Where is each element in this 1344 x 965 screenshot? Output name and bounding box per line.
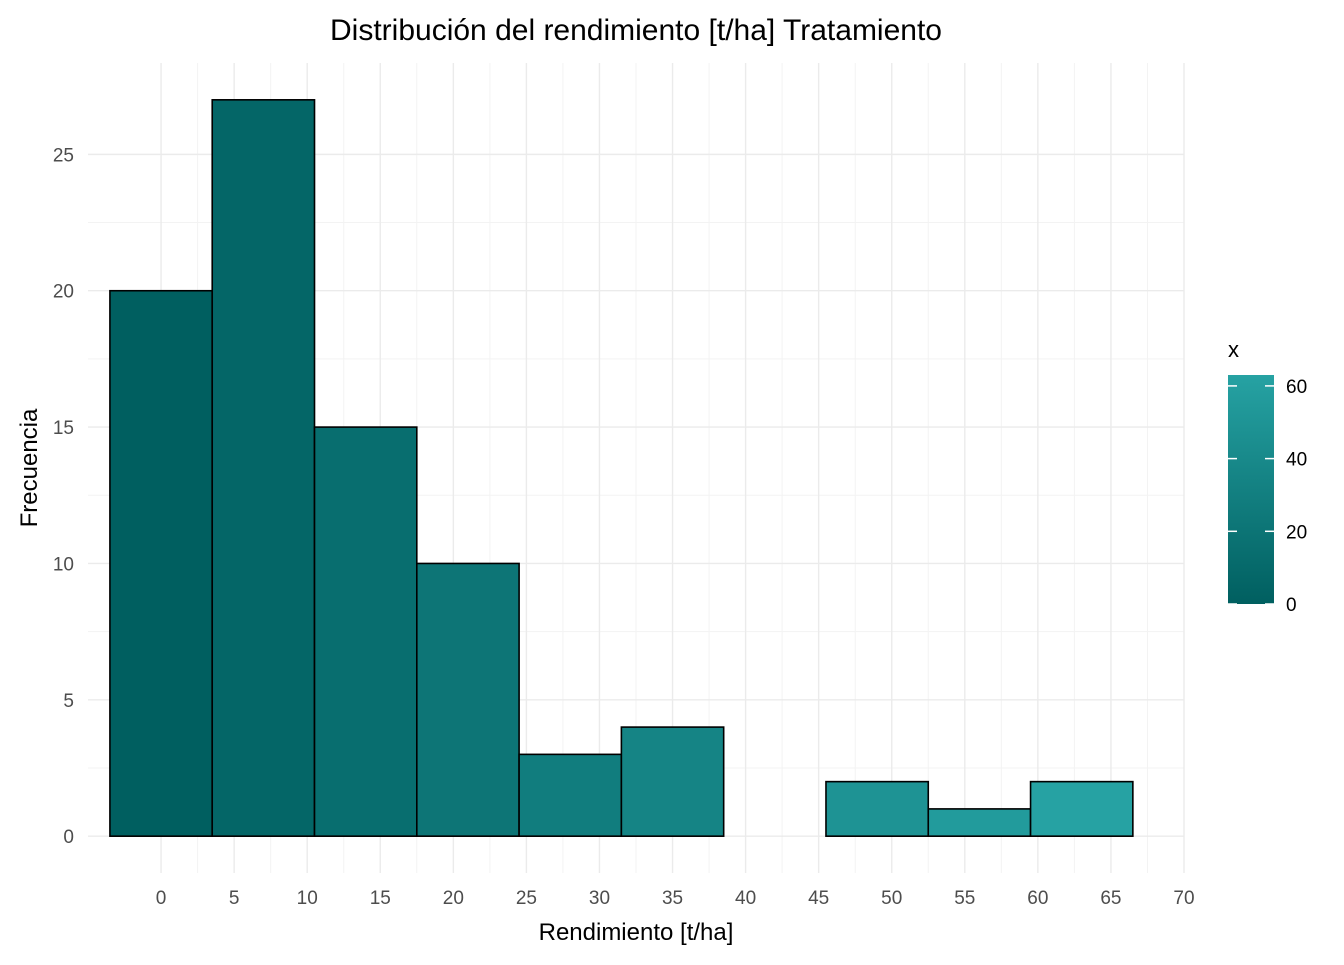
x-tick-label: 45: [808, 888, 829, 909]
x-tick-label: 5: [229, 888, 240, 909]
chart-title: Distribución del rendimiento [t/ha] Trat…: [330, 14, 942, 47]
histogram-bar-1: [211, 99, 316, 837]
colorbar: [1228, 375, 1274, 604]
x-tick-label: 10: [297, 888, 318, 909]
histogram-bar-7: [825, 780, 930, 837]
x-tick-labels: 0 5 10 15 20 25 30 35 40 45 50 55 60 65 70: [156, 888, 1195, 909]
x-tick-label: 60: [1027, 888, 1048, 909]
x-tick-label: 15: [370, 888, 391, 909]
x-tick-label: 65: [1100, 888, 1121, 909]
histogram-bar-0: [109, 289, 214, 837]
y-tick-label: 25: [53, 145, 74, 166]
x-tick-label: 0: [156, 888, 167, 909]
histogram-bar-9: [1029, 780, 1134, 837]
y-tick-label: 0: [63, 827, 74, 848]
y-tick-labels: 0 5 10 15 20 25: [53, 145, 74, 848]
y-tick-label: 15: [53, 418, 74, 439]
y-tick-label: 20: [53, 282, 74, 303]
histogram-bar-4: [518, 753, 623, 837]
bars-layer: [109, 99, 1134, 837]
color-legend: x 0 20 40 60: [1228, 337, 1307, 616]
x-tick-label: 25: [516, 888, 537, 909]
x-tick-label: 50: [881, 888, 902, 909]
x-tick-label: 70: [1173, 888, 1194, 909]
histogram-bar-5: [620, 726, 725, 837]
colorbar-label: 0: [1286, 595, 1297, 616]
x-tick-label: 35: [662, 888, 683, 909]
y-tick-label: 10: [53, 554, 74, 575]
y-tick-label: 5: [63, 691, 74, 712]
y-axis-title: Frecuencia: [16, 408, 43, 527]
x-tick-label: 40: [735, 888, 756, 909]
colorbar-label: 40: [1286, 450, 1307, 471]
x-axis-title: Rendimiento [t/ha]: [539, 919, 734, 946]
histogram-bar-2: [313, 426, 418, 837]
legend-title: x: [1228, 337, 1239, 362]
histogram-bar-8: [927, 808, 1032, 837]
colorbar-ticks: 0 20 40 60: [1228, 377, 1307, 616]
x-tick-label: 55: [954, 888, 975, 909]
x-tick-label: 30: [589, 888, 610, 909]
colorbar-label: 60: [1286, 377, 1307, 398]
colorbar-label: 20: [1286, 522, 1307, 543]
x-tick-label: 20: [443, 888, 464, 909]
histogram-bar-3: [415, 562, 520, 837]
